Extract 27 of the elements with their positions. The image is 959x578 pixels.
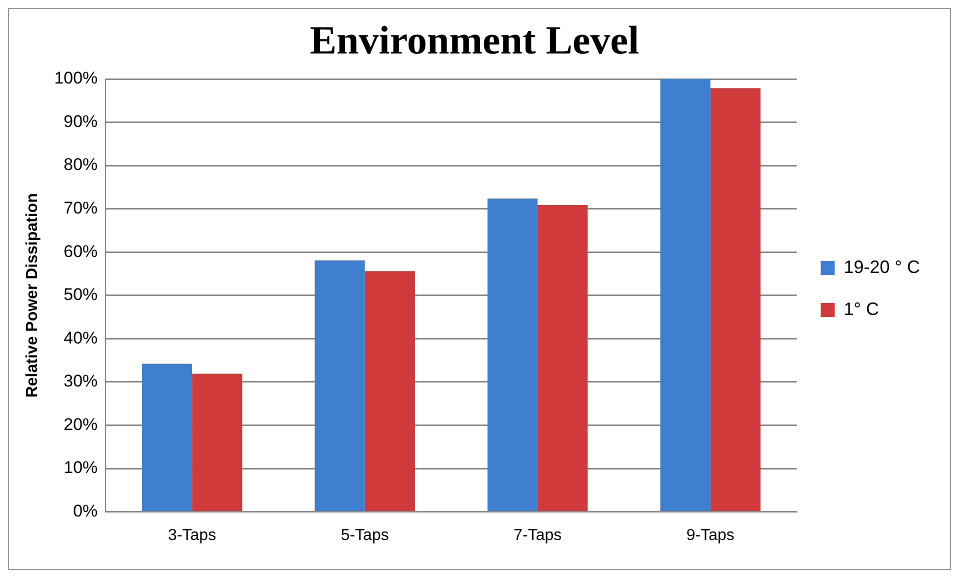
y-tick-label: 80% xyxy=(64,155,98,174)
bar xyxy=(192,374,242,512)
bar xyxy=(660,79,710,512)
x-tick-label: 3-Taps xyxy=(168,526,216,544)
bar xyxy=(142,364,192,512)
x-tick-label: 9-Taps xyxy=(686,526,734,544)
x-tick-label: 5-Taps xyxy=(340,526,389,544)
x-tick-label: 7-Taps xyxy=(514,526,562,544)
y-axis-title: Relative Power Dissipation xyxy=(24,193,42,398)
y-tick-label: 100% xyxy=(54,68,98,88)
chart-title: Environment Level xyxy=(310,17,640,62)
legend-label: 1° C xyxy=(844,298,879,319)
y-tick-label: 50% xyxy=(64,285,98,304)
y-tick-label: 20% xyxy=(64,414,98,434)
y-tick-label: 10% xyxy=(64,458,98,478)
bar xyxy=(538,204,588,512)
legend-label: 19-20 ° C xyxy=(844,256,920,277)
y-tick-label: 60% xyxy=(64,242,98,261)
bar xyxy=(314,260,365,512)
y-tick-label: 70% xyxy=(64,198,98,218)
y-tick-label: 0% xyxy=(73,501,98,520)
y-tick-label: 40% xyxy=(64,328,98,348)
bar xyxy=(488,198,538,512)
y-tick-label: 90% xyxy=(64,112,98,131)
bar xyxy=(364,271,415,512)
y-tick-label: 30% xyxy=(64,372,98,391)
bar xyxy=(710,88,760,512)
